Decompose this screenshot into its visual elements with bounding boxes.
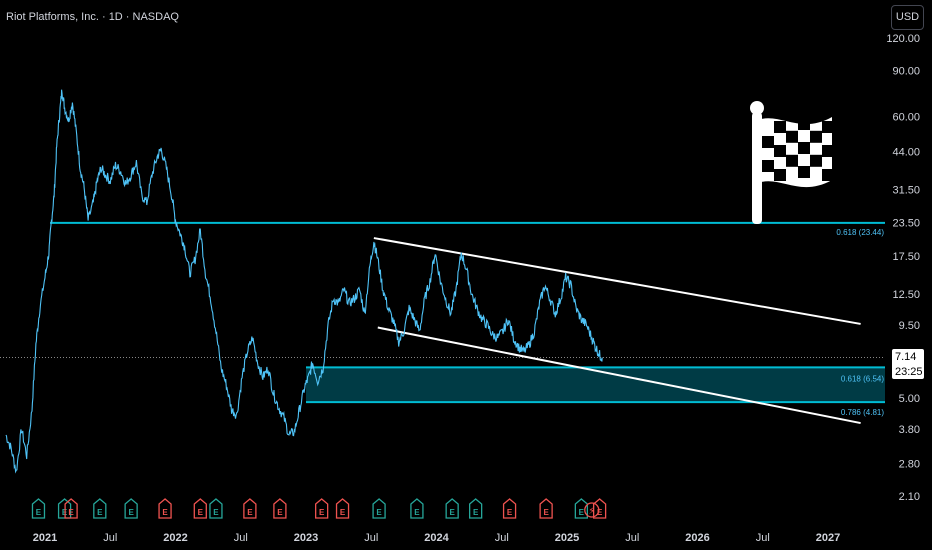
earnings-marker-label: E (473, 508, 479, 517)
earnings-marker[interactable] (31, 498, 46, 519)
split-marker[interactable] (584, 502, 600, 518)
fib-zone-label: 0.618 (6.54) (841, 374, 884, 383)
earnings-marker-label: E (579, 508, 585, 517)
earnings-marker-label: E (198, 508, 204, 517)
earnings-marker-label: E (68, 508, 74, 517)
x-axis-tick-label: Jul (756, 532, 770, 544)
earnings-marker-label: E (414, 508, 420, 517)
y-axis-tick-label: 44.00 (892, 147, 920, 159)
y-axis-tick-label: 2.80 (899, 458, 920, 470)
earnings-marker[interactable] (445, 498, 459, 519)
x-axis-tick-label: 2023 (294, 532, 318, 544)
earnings-marker-label: E (162, 508, 168, 517)
earnings-marker[interactable] (410, 498, 424, 519)
earnings-marker-label: E (247, 508, 253, 517)
x-axis-tick-label: Jul (364, 532, 378, 544)
y-axis-tick-label: 23.50 (892, 218, 920, 230)
fib-level-label: 0.618 (23.44) (836, 228, 884, 237)
earnings-marker-label: E (376, 508, 382, 517)
earnings-marker[interactable] (469, 498, 483, 519)
x-axis-tick-label: Jul (234, 532, 248, 544)
y-axis-tick-label: 3.80 (899, 424, 920, 436)
earnings-marker[interactable] (243, 498, 257, 519)
earnings-marker-label: E (277, 508, 283, 517)
earnings-marker[interactable] (372, 498, 386, 519)
earnings-marker[interactable] (539, 498, 553, 519)
y-axis-tick-label: 60.00 (892, 111, 920, 123)
y-axis-tick-label: 17.50 (892, 251, 920, 263)
earnings-marker-label: E (213, 508, 219, 517)
x-axis-tick-label: Jul (495, 532, 509, 544)
last-price-tag: 7.14 23:25 (892, 349, 924, 379)
channel-lower-line[interactable] (377, 326, 861, 425)
x-axis-tick-label: 2025 (555, 532, 579, 544)
earnings-marker[interactable] (124, 498, 138, 519)
earnings-marker-label: E (449, 508, 455, 517)
earnings-marker[interactable] (158, 498, 172, 519)
x-axis-tick-label: Jul (625, 532, 639, 544)
bar-countdown: 23:25 (895, 366, 923, 378)
earnings-marker-label: E (597, 508, 603, 517)
earnings-marker-label: E (128, 508, 134, 517)
price-series-line (5, 89, 603, 474)
earnings-marker[interactable] (209, 498, 223, 519)
x-axis-tick-label: Jul (103, 532, 117, 544)
x-axis-tick-label: 2026 (685, 532, 709, 544)
earnings-marker[interactable] (335, 498, 350, 519)
y-axis-tick-label: 12.50 (892, 289, 920, 301)
earnings-marker[interactable] (64, 498, 78, 519)
earnings-marker[interactable] (273, 498, 287, 519)
earnings-marker-label: E (36, 508, 42, 517)
x-axis-tick-label: 2027 (816, 532, 840, 544)
y-axis-tick-label: 120.00 (886, 33, 920, 45)
y-axis-tick-label: 9.50 (899, 320, 920, 332)
earnings-marker-label: E (507, 508, 513, 517)
x-axis-tick-label: 2024 (424, 532, 449, 544)
channel-upper-line[interactable] (373, 237, 861, 325)
earnings-marker[interactable] (574, 498, 589, 519)
y-axis-tick-label: 2.10 (899, 491, 920, 503)
earnings-marker-label: E (340, 508, 346, 517)
earnings-marker[interactable] (57, 498, 72, 519)
earnings-marker[interactable] (502, 498, 517, 519)
last-price-value: 7.14 (895, 351, 917, 363)
fib-zone-label: 0.786 (4.81) (841, 408, 884, 417)
earnings-marker[interactable] (592, 498, 607, 519)
currency-button[interactable]: USD (891, 5, 924, 30)
checkered-flag-icon (750, 101, 834, 224)
earnings-marker-label: E (319, 508, 325, 517)
fib-zone (306, 367, 885, 403)
y-axis-tick-label: 5.00 (899, 393, 920, 405)
earnings-marker-label: E (543, 508, 549, 517)
earnings-marker[interactable] (315, 498, 329, 519)
x-axis-tick-label: 2021 (33, 532, 57, 544)
y-axis-tick-label: 31.50 (892, 184, 920, 196)
earnings-marker[interactable] (93, 498, 107, 519)
earnings-marker[interactable] (193, 498, 207, 519)
split-marker-glyph: ⚡ (588, 506, 595, 517)
x-axis-tick-label: 2022 (163, 532, 187, 544)
earnings-marker-label: E (97, 508, 103, 517)
chart-title: Riot Platforms, Inc. · 1D · NASDAQ (6, 11, 179, 23)
y-axis-tick-label: 90.00 (892, 66, 920, 78)
